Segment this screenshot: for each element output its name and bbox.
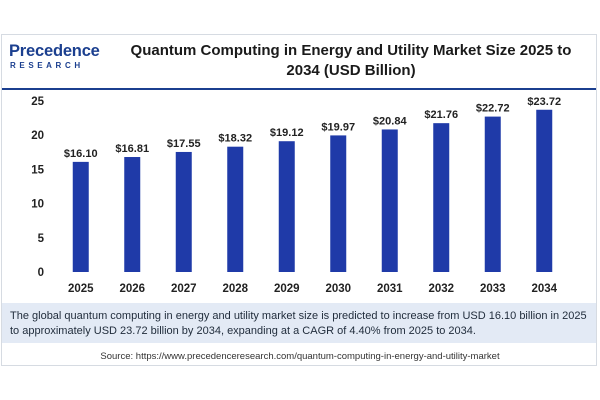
y-axis: 0 5 10 15 20 25 — [31, 96, 44, 279]
data-label: $18.32 — [218, 133, 252, 145]
brand-logo: Precedence RESEARCH — [9, 42, 109, 76]
bar — [175, 151, 192, 272]
bar — [227, 146, 244, 272]
source-note: Source: https://www.precedenceresearch.c… — [100, 351, 500, 362]
y-tick-label: 0 — [38, 267, 44, 279]
data-label: $19.97 — [321, 121, 355, 133]
data-label: $19.12 — [270, 127, 304, 139]
data-label: $16.10 — [64, 148, 98, 160]
bar — [278, 141, 295, 272]
bar — [433, 123, 450, 273]
bar — [381, 129, 398, 272]
x-tick-label: 2029 — [274, 283, 300, 295]
data-label: $20.84 — [373, 115, 408, 127]
x-tick-label: 2032 — [428, 283, 454, 295]
data-label: $21.76 — [424, 109, 458, 121]
y-tick-label: 10 — [31, 199, 44, 211]
x-tick-label: 2025 — [68, 283, 94, 295]
y-tick-label: 25 — [31, 96, 44, 108]
chart-title: Quantum Computing in Energy and Utility … — [130, 42, 572, 79]
x-tick-label: 2026 — [119, 283, 145, 295]
bar — [124, 157, 141, 272]
bar — [72, 161, 89, 272]
bar — [536, 109, 553, 272]
summary-text: The global quantum computing in energy a… — [2, 303, 596, 343]
data-label: $23.72 — [527, 96, 561, 108]
x-tick-label: 2028 — [222, 283, 248, 295]
y-tick-label: 20 — [31, 130, 44, 142]
x-axis: 2025 2026 2027 2028 2029 2030 2031 2032 2033 2034 — [68, 283, 558, 295]
data-label: $16.81 — [115, 143, 149, 155]
x-tick-label: 2030 — [325, 283, 351, 295]
data-labels: $16.10 $16.81 $17.55 $18.32 $19.12 $19.97 $20.… — [64, 96, 561, 160]
y-tick-label: 15 — [31, 164, 44, 176]
brand-subtitle: RESEARCH — [10, 61, 84, 70]
bar — [330, 135, 347, 272]
data-label: $22.72 — [476, 103, 510, 115]
x-tick-label: 2033 — [480, 283, 506, 295]
header-divider — [2, 88, 596, 90]
brand-name: Precedence — [9, 42, 100, 60]
x-tick-label: 2034 — [531, 283, 557, 295]
bar-series — [72, 109, 553, 273]
y-tick-label: 5 — [38, 233, 45, 245]
data-label: $17.55 — [167, 138, 201, 150]
x-tick-label: 2031 — [377, 283, 403, 295]
x-tick-label: 2027 — [171, 283, 197, 295]
bar — [484, 116, 501, 272]
